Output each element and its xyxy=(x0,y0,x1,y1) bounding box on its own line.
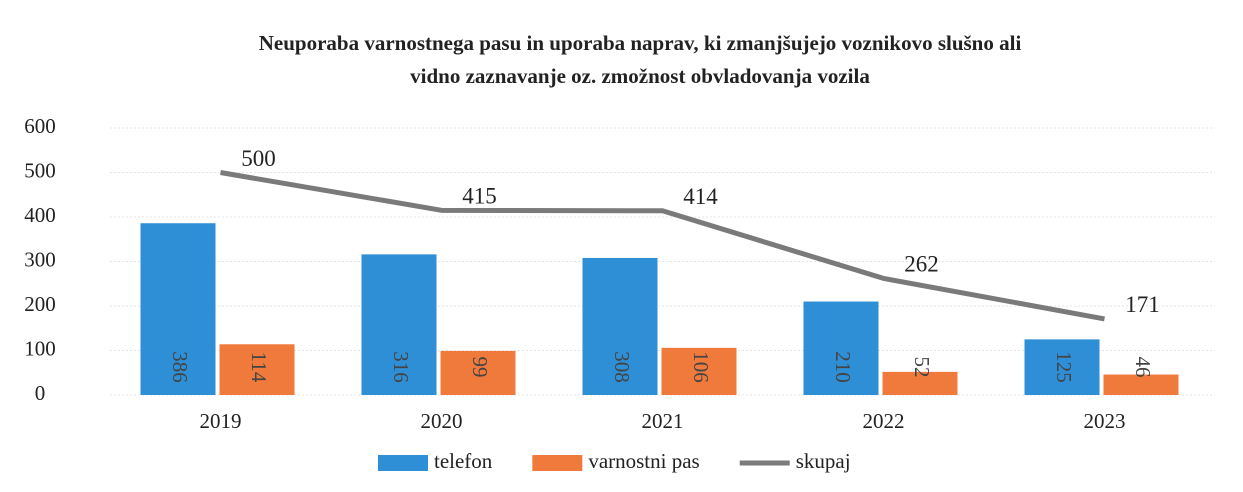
x-tick-label: 2022 xyxy=(863,409,905,433)
data-label: 125 xyxy=(1052,351,1076,383)
bar xyxy=(882,371,958,395)
data-label: 46 xyxy=(1131,357,1155,378)
y-tick-label: 200 xyxy=(24,292,56,316)
y-tick-label: 0 xyxy=(35,381,46,405)
line xyxy=(220,170,1105,322)
bar xyxy=(582,257,658,395)
chart-title: Neuporaba varnostnega pasu in uporaba na… xyxy=(259,31,1022,55)
bar xyxy=(661,347,737,395)
legend-swatch xyxy=(532,455,583,471)
data-label: 52 xyxy=(910,357,934,378)
x-tick-label: 2020 xyxy=(421,409,463,433)
bar xyxy=(1103,374,1179,395)
data-label: 262 xyxy=(904,252,939,277)
data-label: 316 xyxy=(389,351,413,383)
x-tick-label: 2021 xyxy=(642,409,684,433)
bar xyxy=(1024,339,1100,395)
bar xyxy=(440,350,516,395)
data-label: 106 xyxy=(689,351,713,383)
data-label: 308 xyxy=(610,351,634,383)
x-tick-label: 2023 xyxy=(1084,409,1126,433)
y-tick-label: 400 xyxy=(24,203,56,227)
y-tick-label: 600 xyxy=(24,114,56,138)
bar xyxy=(219,344,295,395)
x-tick-label: 2019 xyxy=(200,409,242,433)
legend-label: skupaj xyxy=(796,449,851,473)
y-tick-label: 300 xyxy=(24,247,56,271)
bar xyxy=(803,301,879,395)
data-label: 415 xyxy=(462,184,497,209)
data-label: 210 xyxy=(831,351,855,383)
y-tick-label: 100 xyxy=(24,336,56,360)
bar xyxy=(140,223,216,395)
data-label: 386 xyxy=(168,351,192,383)
legend-label: telefon xyxy=(434,449,493,473)
data-label: 99 xyxy=(468,357,492,378)
bar xyxy=(361,254,437,395)
data-label: 171 xyxy=(1125,292,1160,317)
y-tick-label: 500 xyxy=(24,158,56,182)
data-label: 500 xyxy=(241,146,276,171)
data-label: 114 xyxy=(247,352,271,383)
legend-swatch xyxy=(378,455,428,471)
legend-label: varnostni pas xyxy=(588,449,699,473)
chart-title: vidno zaznavanje oz. zmožnost obvladovan… xyxy=(410,64,870,88)
data-label: 414 xyxy=(683,184,718,209)
